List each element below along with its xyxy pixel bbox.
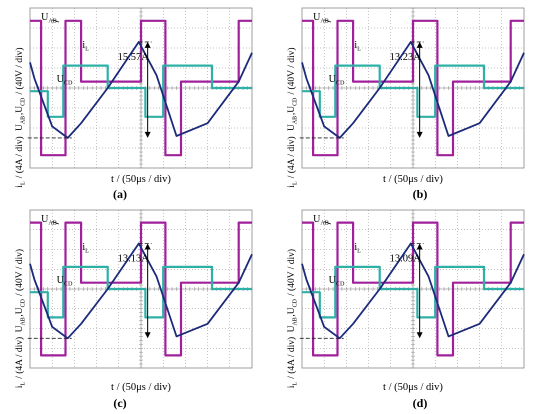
il-label: iL xyxy=(354,40,361,53)
panel-label: (c) xyxy=(113,396,126,410)
xlabel: t / (50μs / div) xyxy=(111,174,171,185)
peak-arrow-head-up xyxy=(144,41,151,48)
ucd-label: UCD xyxy=(57,275,74,288)
peak-annotation: 15.57A xyxy=(27,41,152,139)
uab-label: UAB xyxy=(41,12,58,25)
peak-arrow-head-up xyxy=(144,243,151,250)
series-ucd-line xyxy=(302,265,524,319)
peak-arrow-head-up xyxy=(416,243,423,250)
ucd-label: UCD xyxy=(57,74,74,87)
ylabel-current-text: iL / (4A / div) xyxy=(14,337,26,388)
xlabel: t / (50μs / div) xyxy=(383,174,443,185)
uab-label: UAB xyxy=(41,214,58,227)
ylabel-voltage: UAB ,UCD / (40V / div) xyxy=(286,47,298,131)
series-il-line xyxy=(29,41,253,139)
peak-value-label: 13.09A xyxy=(390,253,422,264)
ylabel-current: iL / (4A / div) xyxy=(286,136,298,187)
panel-c: 13.13A UAB iL UCD UAB ,UCD / (40V / div) i… xyxy=(14,209,253,410)
panel-d: 13.09A UAB iL UCD UAB ,UCD / (40V / div) i… xyxy=(286,209,525,410)
ylabel-voltage: UAB ,UCD / (40V / div) xyxy=(286,249,298,333)
il-label: iL xyxy=(354,242,361,255)
peak-arrow-head-down xyxy=(416,332,423,339)
uab-label: UAB xyxy=(313,214,330,227)
peak-annotation: 13.09A xyxy=(299,243,424,339)
ylabel-voltage: UAB ,UCD / (40V / div) xyxy=(14,47,26,131)
ucd-label: UCD xyxy=(329,275,346,288)
series-uab-line xyxy=(30,221,252,357)
panel-a: 15.57A UAB iL UCD UAB ,UCD / (40V / div) i… xyxy=(14,7,253,201)
peak-arrow-head-down xyxy=(144,332,151,339)
peak-value-label: 13.13A xyxy=(118,253,150,264)
il-label: iL xyxy=(82,40,89,53)
ylabel-voltage-text: UAB ,UCD / (40V / div) xyxy=(14,249,26,333)
panel-b: 13.23A UAB iL UCD UAB ,UCD / (40V / div) i… xyxy=(286,7,525,201)
ylabel-current: iL / (4A / div) xyxy=(14,337,26,388)
xlabel: t / (50μs / div) xyxy=(383,382,443,393)
series-uab-line xyxy=(302,221,524,357)
peak-arrow-head-down xyxy=(416,131,423,138)
ucd-label: UCD xyxy=(329,74,346,87)
series-il-line xyxy=(301,41,525,139)
peak-value-label: 13.23A xyxy=(390,52,422,63)
peak-value-label: 15.57A xyxy=(118,52,150,63)
uab-label-leader xyxy=(52,19,59,23)
peak-annotation: 13.13A xyxy=(27,243,152,339)
ylabel-current: iL / (4A / div) xyxy=(14,136,26,187)
series-ucd-line xyxy=(30,64,252,118)
ylabel-voltage-text: UAB ,UCD / (40V / div) xyxy=(286,249,298,333)
series-ucd-line xyxy=(30,265,252,319)
uab-label-leader xyxy=(52,221,59,225)
peak-arrow-head-up xyxy=(416,41,423,48)
series-uab-line xyxy=(302,19,524,157)
ylabel-voltage: UAB ,UCD / (40V / div) xyxy=(14,249,26,333)
panel-label: (b) xyxy=(413,187,428,201)
series-ucd-line xyxy=(302,64,524,118)
il-label: iL xyxy=(82,242,89,255)
ylabel-current-text: iL / (4A / div) xyxy=(286,136,298,187)
peak-annotation: 13.23A xyxy=(299,41,424,139)
ylabel-voltage-text: UAB ,UCD / (40V / div) xyxy=(14,47,26,131)
ylabel-current: iL / (4A / div) xyxy=(286,337,298,388)
ylabel-voltage-text: UAB ,UCD / (40V / div) xyxy=(286,47,298,131)
ylabel-current-text: iL / (4A / div) xyxy=(14,136,26,187)
uab-label: UAB xyxy=(313,12,330,25)
peak-arrow-head-down xyxy=(144,131,151,138)
series-il-line xyxy=(301,242,525,340)
panel-label: (d) xyxy=(413,396,428,410)
series-uab-line xyxy=(30,19,252,157)
uab-label-leader xyxy=(324,19,331,23)
panel-label: (a) xyxy=(113,187,127,201)
uab-label-leader xyxy=(324,221,331,225)
series-il-line xyxy=(29,242,253,340)
xlabel: t / (50μs / div) xyxy=(111,382,171,393)
ylabel-current-text: iL / (4A / div) xyxy=(286,337,298,388)
